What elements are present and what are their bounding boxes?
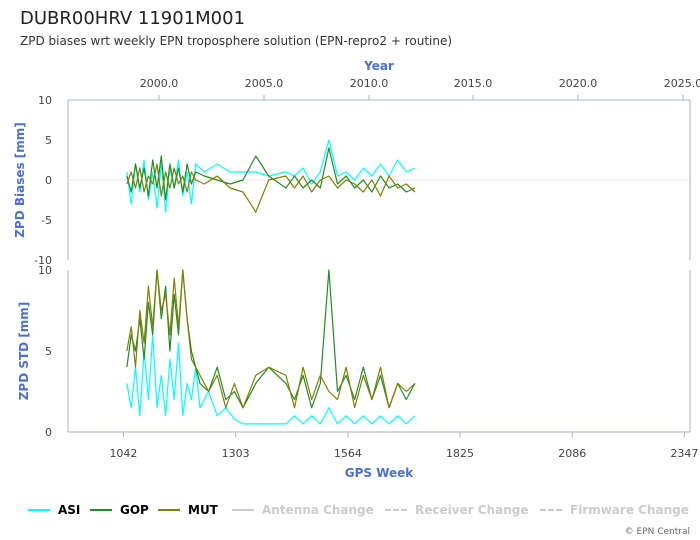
bias-y-tick-label: 5 bbox=[45, 134, 52, 147]
std-y-axis-title: ZPD STD [mm] bbox=[17, 302, 31, 401]
bottom-tick-label: 1564 bbox=[334, 447, 362, 460]
bottom-tick-label: 2347 bbox=[670, 447, 698, 460]
legend-item-firmware-change[interactable]: Firmware Change bbox=[540, 503, 689, 517]
std-series-gop bbox=[126, 269, 416, 409]
std-y-tick-label: 10 bbox=[38, 264, 52, 277]
bias-series-mut bbox=[126, 163, 416, 213]
legend-label-receiver-change: Receiver Change bbox=[415, 503, 529, 517]
legend-swatch-mut bbox=[158, 509, 180, 511]
legend-label-gop: GOP bbox=[120, 503, 149, 517]
bottom-tick-label: 1042 bbox=[109, 447, 137, 460]
bias-y-tick-label: 0 bbox=[45, 174, 52, 187]
bottom-axis-title: GPS Week bbox=[345, 466, 415, 480]
legend-label-asi: ASI bbox=[58, 503, 81, 517]
bias-series-asi bbox=[126, 139, 416, 213]
legend-item-receiver-change[interactable]: Receiver Change bbox=[385, 503, 529, 517]
legend-swatch-firmware-change bbox=[540, 509, 562, 511]
legend-item-asi[interactable]: ASI bbox=[28, 503, 80, 517]
top-tick-label: 2025.0 bbox=[664, 77, 700, 90]
legend-label-mut: MUT bbox=[188, 503, 218, 517]
legend: ASI GOP MUT Antenna Change Receiver Chan… bbox=[0, 503, 700, 523]
std-y-tick-label: 0 bbox=[45, 426, 52, 439]
bias-y-tick-label: -5 bbox=[41, 214, 52, 227]
legend-swatch-receiver-change bbox=[385, 509, 407, 511]
top-tick-label: 2010.0 bbox=[350, 77, 389, 90]
top-tick-label: 2000.0 bbox=[140, 77, 179, 90]
bias-y-tick-label: -10 bbox=[34, 254, 52, 267]
bias-series-gop bbox=[126, 147, 416, 201]
legend-label-antenna-change: Antenna Change bbox=[262, 503, 374, 517]
legend-label-firmware-change: Firmware Change bbox=[570, 503, 689, 517]
bottom-tick-label: 1303 bbox=[222, 447, 250, 460]
bottom-tick-label: 2086 bbox=[558, 447, 586, 460]
std-y-tick-label: 5 bbox=[45, 345, 52, 358]
legend-item-mut[interactable]: MUT bbox=[158, 503, 218, 517]
top-tick-label: 2015.0 bbox=[454, 77, 493, 90]
std-series-mut bbox=[126, 269, 416, 409]
chart-subtitle: ZPD biases wrt weekly EPN troposphere so… bbox=[20, 34, 453, 48]
bias-y-tick-label: 10 bbox=[38, 94, 52, 107]
credit-text: © EPN Central bbox=[624, 527, 690, 537]
legend-item-gop[interactable]: GOP bbox=[90, 503, 149, 517]
bias-y-axis-title: ZPD Biases [mm] bbox=[13, 122, 27, 238]
top-tick-label: 2005.0 bbox=[245, 77, 284, 90]
legend-item-antenna-change[interactable]: Antenna Change bbox=[232, 503, 374, 517]
bottom-tick-label: 1825 bbox=[446, 447, 474, 460]
legend-swatch-asi bbox=[28, 509, 50, 511]
chart-title: DUBR00HRV 11901M001 bbox=[20, 8, 246, 29]
legend-swatch-antenna-change bbox=[232, 509, 254, 511]
top-tick-label: 2020.0 bbox=[559, 77, 598, 90]
legend-swatch-gop bbox=[90, 509, 112, 511]
top-axis-title: Year bbox=[363, 59, 394, 73]
